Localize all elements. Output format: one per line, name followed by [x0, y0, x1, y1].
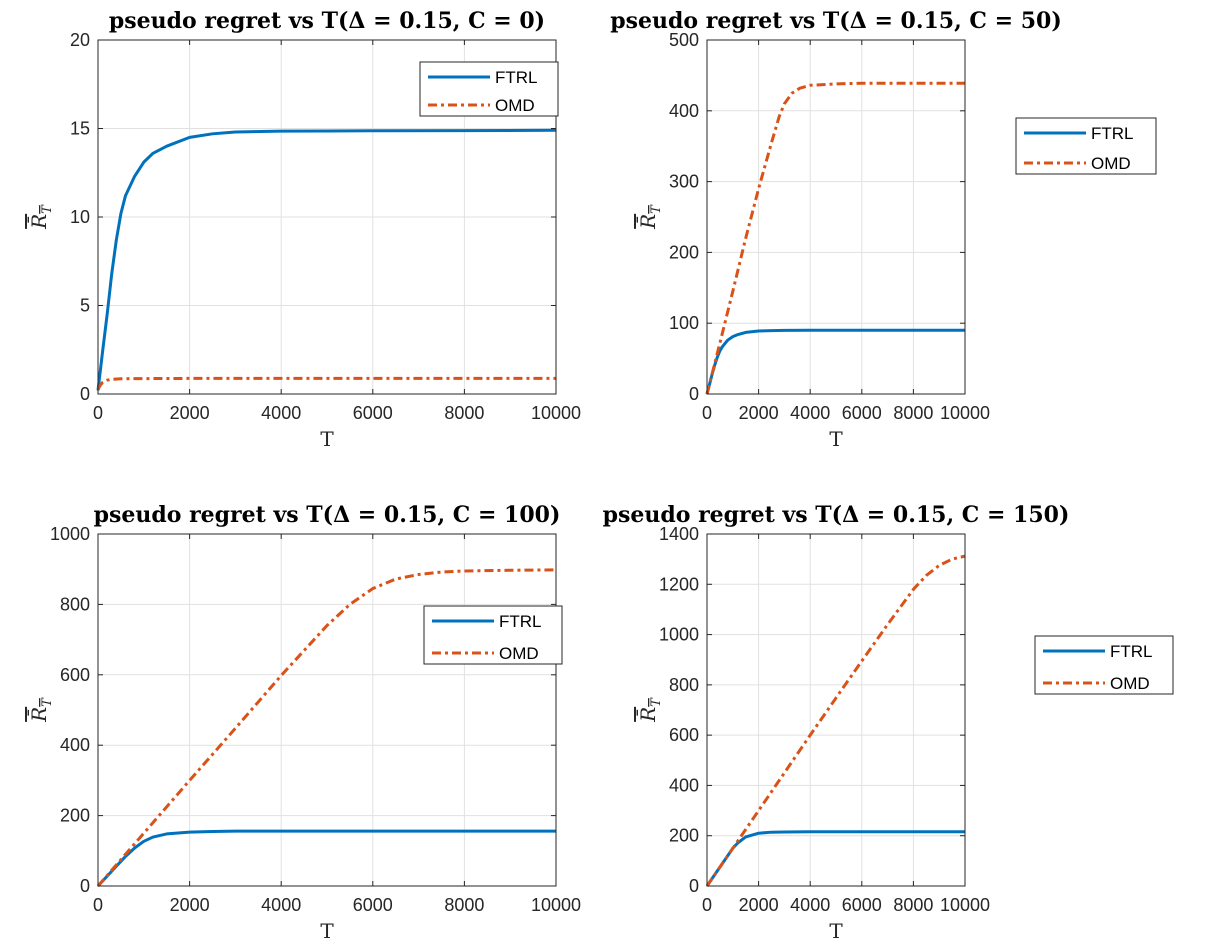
x-tick-label: 0 — [93, 895, 103, 915]
y-tick-label: 0 — [80, 384, 90, 404]
x-tick-label: 2000 — [739, 895, 779, 915]
legend-label-ftrl: FTRL — [1091, 124, 1134, 143]
chart-panel-4: 0 2000 4000 6000 8000 10000 0 200 400 600 800 1000 1… — [603, 502, 1174, 943]
x-tick-label: 6000 — [353, 895, 393, 915]
series-line-ftrl — [96, 128, 557, 391]
y-tick-label: 400 — [669, 101, 699, 121]
legend-label-ftrl: FTRL — [1110, 642, 1153, 661]
axes-frame — [706, 39, 966, 395]
y-axis-label: R̄T — [635, 204, 664, 230]
x-tick-label: 6000 — [842, 895, 882, 915]
y-tick-label: 800 — [669, 675, 699, 695]
y-tick-label: 100 — [669, 313, 699, 333]
series-line-omd — [705, 554, 966, 887]
y-tick-label: 20 — [70, 30, 90, 50]
y-axis-label: R̄T — [26, 697, 55, 723]
y-tick-label: 1000 — [659, 625, 699, 645]
legend-label-ftrl: FTRL — [495, 68, 538, 87]
y-tick-label: 200 — [669, 826, 699, 846]
x-tick-label: 6000 — [842, 403, 882, 423]
legend-label-omd: OMD — [495, 96, 535, 115]
x-tick-label: 4000 — [261, 895, 301, 915]
series-line-omd — [705, 81, 965, 395]
y-tick-label: 10 — [70, 207, 90, 227]
x-axis-label: T — [320, 919, 334, 943]
legend-label-omd: OMD — [1110, 674, 1150, 693]
x-tick-label: 10000 — [531, 895, 581, 915]
axes-frame — [97, 533, 557, 887]
y-tick-label: 1200 — [659, 574, 699, 594]
plot-area — [98, 534, 556, 886]
legend: FTRL OMD — [1034, 635, 1174, 695]
legend-label-ftrl: FTRL — [499, 612, 542, 631]
legend-label-omd: OMD — [1091, 154, 1131, 173]
chart-panel-1: 0 2000 4000 6000 8000 10000 0 5 10 15 20 pseudo reg… — [26, 8, 581, 451]
x-tick-label: 2000 — [739, 403, 779, 423]
x-axis-label: T — [320, 427, 334, 451]
legend-box — [419, 61, 559, 117]
chart-title: pseudo regret vs T(Δ = 0.15, C = 100) — [94, 502, 561, 528]
y-tick-label: 300 — [669, 172, 699, 192]
chart-panel-2: 0 2000 4000 6000 8000 10000 0 100 200 300 400 500ps… — [610, 8, 1157, 451]
y-tick-label: 0 — [689, 876, 699, 896]
x-tick-label: 2000 — [170, 895, 210, 915]
legend: FTRL OMD — [1015, 117, 1157, 175]
x-tick-label: 8000 — [444, 403, 484, 423]
y-axis-label: R̄T — [635, 697, 664, 723]
y-tick-label: 200 — [669, 242, 699, 262]
x-tick-label: 4000 — [790, 895, 830, 915]
y-tick-label: 200 — [60, 806, 90, 826]
chart-title: pseudo regret vs T(Δ = 0.15, C = 150) — [603, 502, 1070, 528]
plot-area — [707, 534, 965, 886]
series-line-ftrl — [96, 829, 556, 888]
legend-label-omd: OMD — [499, 644, 539, 663]
legend: FTRL OMD — [419, 61, 559, 117]
chart-panel-3: 0 2000 4000 6000 8000 10000 0 200 400 600 800 1000p… — [26, 502, 581, 943]
x-axis-label: T — [829, 427, 843, 451]
y-axis-label: R̄T — [26, 204, 55, 230]
y-tick-label: 600 — [669, 725, 699, 745]
x-tick-label: 8000 — [893, 403, 933, 423]
y-tick-label: 400 — [60, 735, 90, 755]
axes-frame — [706, 533, 966, 887]
legend-box — [1015, 117, 1157, 175]
x-tick-label: 2000 — [170, 403, 210, 423]
x-tick-label: 0 — [702, 403, 712, 423]
x-axis-label: T — [829, 919, 843, 943]
x-tick-label: 6000 — [353, 403, 393, 423]
chart-title: pseudo regret vs T(Δ = 0.15, C = 50) — [610, 8, 1061, 34]
x-tick-label: 10000 — [940, 403, 990, 423]
y-tick-label: 1000 — [50, 524, 90, 544]
y-tick-label: 400 — [669, 775, 699, 795]
y-tick-label: 5 — [80, 296, 90, 316]
x-tick-label: 10000 — [531, 403, 581, 423]
y-tick-label: 800 — [60, 594, 90, 614]
chart-title: pseudo regret vs T(Δ = 0.15, C = 0) — [109, 8, 545, 34]
x-tick-label: 4000 — [790, 403, 830, 423]
series-line-omd — [96, 376, 556, 391]
y-tick-label: 600 — [60, 665, 90, 685]
x-tick-label: 0 — [93, 403, 103, 423]
y-tick-label: 1400 — [659, 524, 699, 544]
x-tick-label: 4000 — [261, 403, 301, 423]
y-tick-label: 0 — [80, 876, 90, 896]
y-tick-label: 0 — [689, 384, 699, 404]
x-tick-label: 0 — [702, 895, 712, 915]
x-tick-label: 10000 — [940, 895, 990, 915]
y-tick-label: 15 — [70, 119, 90, 139]
x-tick-label: 8000 — [444, 895, 484, 915]
legend: FTRL OMD — [423, 605, 563, 665]
y-tick-label: 500 — [669, 30, 699, 50]
x-tick-label: 8000 — [893, 895, 933, 915]
plot-area — [707, 40, 965, 394]
